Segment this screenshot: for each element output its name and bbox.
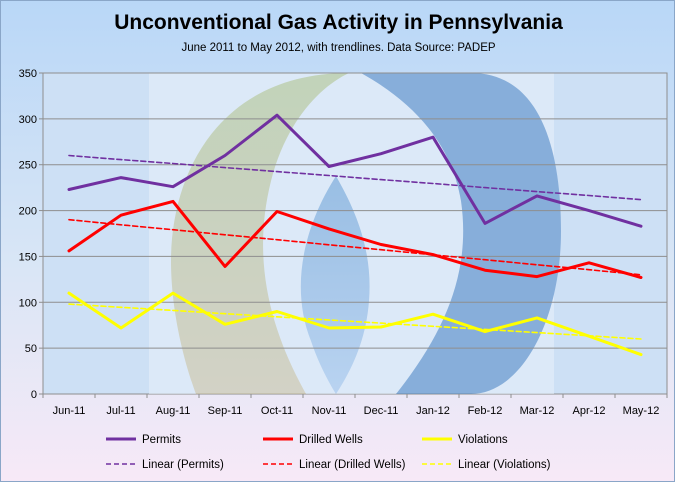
x-tick-label: Aug-11: [156, 405, 191, 417]
watermark-logo: [149, 73, 561, 394]
x-tick-label: Oct-11: [261, 405, 293, 417]
series-line-linear-drilled-wells: [68, 218, 642, 276]
y-tick-label: 300: [19, 114, 37, 126]
y-tick-label: 250: [19, 160, 37, 172]
series-layer: [67, 113, 643, 357]
grid-layer: [43, 72, 667, 349]
legend-label-permits: Permits: [142, 434, 181, 446]
series-line-drilled-wells: [67, 199, 643, 279]
legend-label-drilled-wells: Drilled Wells: [299, 434, 363, 446]
legend-label-violations: Violations: [458, 434, 508, 446]
x-tick-label: Jan-12: [416, 405, 450, 417]
series-line-permits: [67, 113, 643, 228]
y-tick-label: 200: [19, 206, 37, 218]
x-tick-label: Feb-12: [468, 405, 503, 417]
y-tick-label: 0: [31, 389, 37, 401]
y-tick-label: 50: [25, 343, 37, 355]
axis-layer: 0 50 100 150 200 250 300 350 Jun-11 Jul-11 Aug-11 S…: [19, 68, 668, 417]
series-line-linear-permits: [68, 154, 642, 201]
legend-label-linear-violations: Linear (Violations): [458, 459, 551, 471]
y-tick-label: 150: [19, 251, 37, 263]
chart-title: Unconventional Gas Activity in Pennsylva…: [114, 11, 563, 34]
series-line-violations: [67, 291, 643, 357]
y-tick-label: 350: [19, 68, 37, 80]
x-tick-label: Dec-11: [364, 405, 399, 417]
x-tick-label: Jun-11: [53, 405, 86, 417]
legend: Permits Drilled Wells Violations Linear (Pe…: [106, 434, 551, 471]
y-tick-label: 100: [19, 297, 37, 309]
x-tick-label: May-12: [623, 405, 660, 417]
x-tick-label: Mar-12: [520, 405, 555, 417]
legend-label-linear-permits: Linear (Permits): [142, 459, 224, 471]
chart-subtitle: June 2011 to May 2012, with trendlines. …: [181, 42, 496, 54]
x-tick-label: Sep-11: [208, 405, 243, 417]
x-tick-label: Apr-12: [572, 405, 605, 417]
series-line-linear-violations: [68, 303, 642, 340]
x-tick-label: Jul-11: [106, 405, 135, 417]
x-tick-label: Nov-11: [312, 405, 347, 417]
legend-label-linear-drilled-wells: Linear (Drilled Wells): [299, 459, 406, 471]
